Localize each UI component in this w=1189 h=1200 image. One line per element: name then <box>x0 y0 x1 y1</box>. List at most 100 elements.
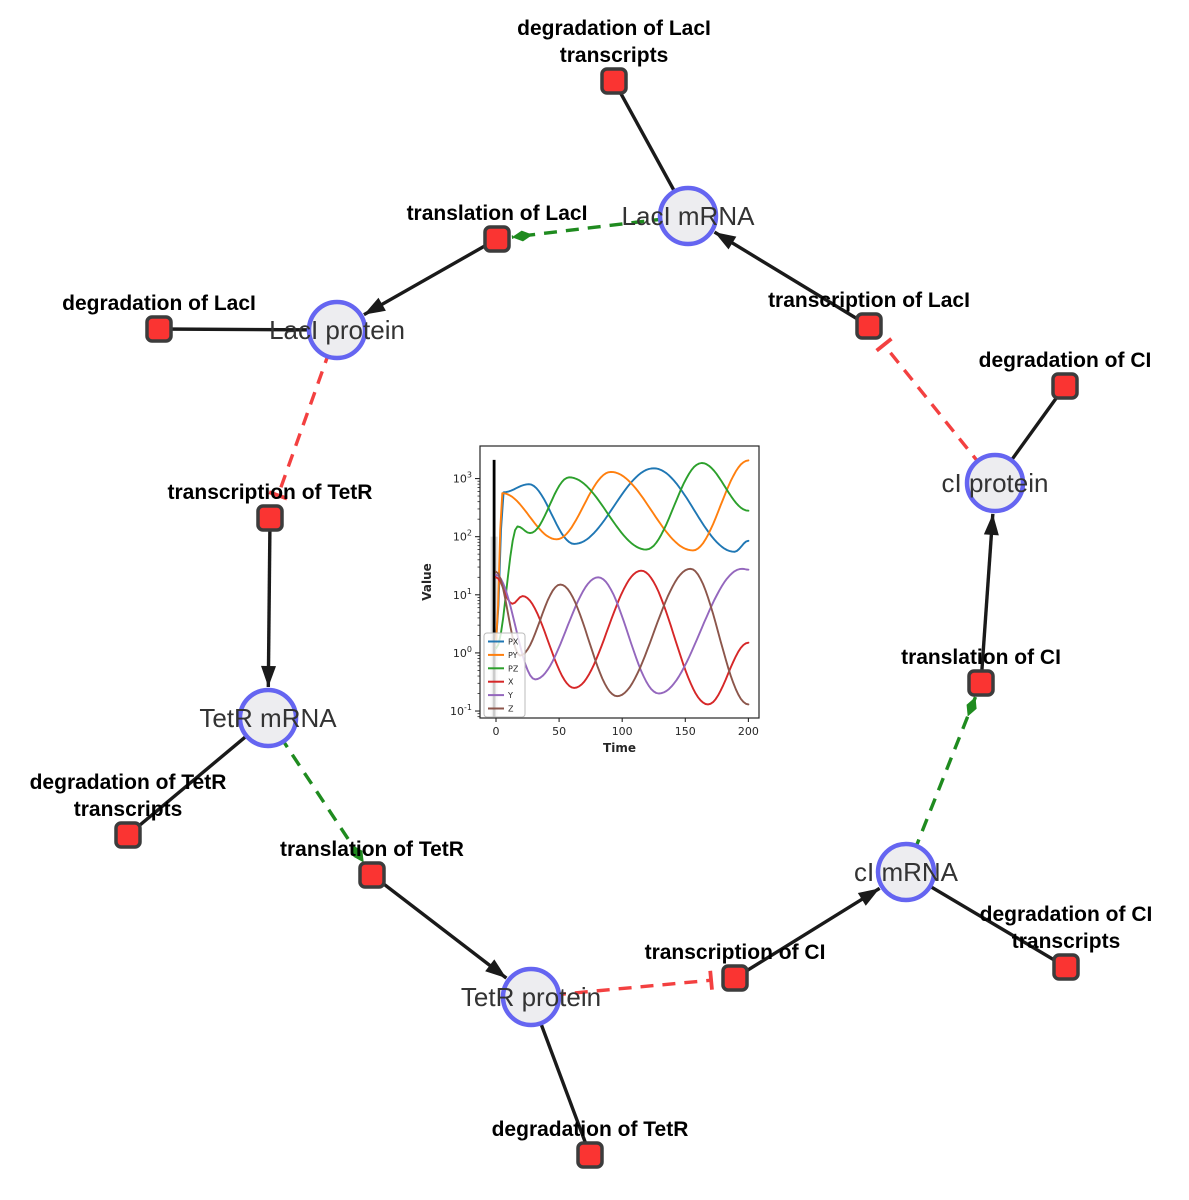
node-layer <box>114 67 1080 1169</box>
species-circle-tetr_mrna[interactable] <box>237 687 299 749</box>
species-node-tetr_mrna[interactable] <box>237 687 299 749</box>
reaction-label-tc_laci-line0: transcription of LacI <box>768 289 970 312</box>
y-tick-label: 101 <box>453 587 472 602</box>
reaction-square-deg_laci_tx[interactable] <box>600 67 628 95</box>
reaction-node-tl_tetr[interactable] <box>358 861 386 889</box>
species-circle-tetr_protein[interactable] <box>500 966 562 1028</box>
reaction-label-tl_laci-line0: translation of LacI <box>407 202 588 225</box>
reaction-label-deg_ci-line0: degradation of CI <box>979 349 1152 372</box>
reaction-node-deg_ci_tx[interactable] <box>1052 953 1080 981</box>
reaction-node-deg_tetr_tx[interactable] <box>114 821 142 849</box>
reaction-label-deg_laci-line0: degradation of LacI <box>62 292 256 315</box>
reaction-square-deg_ci_tx[interactable] <box>1052 953 1080 981</box>
species-node-laci_protein[interactable] <box>306 299 368 361</box>
reaction-label-deg_ci_tx-line0: degradation of CI <box>980 903 1153 926</box>
species-circle-laci_mrna[interactable] <box>657 185 719 247</box>
reaction-square-deg_tetr_tx[interactable] <box>114 821 142 849</box>
reaction-node-tl_ci[interactable] <box>967 669 995 697</box>
reaction-label-deg_laci_tx-line0: degradation of LacI <box>517 17 711 40</box>
x-tick-label: 200 <box>738 725 759 738</box>
x-axis-title: Time <box>603 741 636 755</box>
reaction-square-tc_tetr[interactable] <box>256 504 284 532</box>
edge-tl_ci-ci_protein <box>979 513 999 684</box>
y-tick-label: 100 <box>453 645 472 660</box>
legend-label-PY: PY <box>508 651 518 660</box>
y-axis: 103 102 101 100 10-1 Value <box>420 471 480 718</box>
edge-tl_laci-laci_protein <box>363 237 498 317</box>
reaction-label-deg_laci_tx-line1: transcripts <box>560 44 669 67</box>
y-tick-label: 10-1 <box>450 703 472 718</box>
series-curve-Z <box>495 567 750 706</box>
chart-legend: PX PY PZ XYZ <box>483 632 526 718</box>
edge-tetr_mrna-deg_tetr_tx <box>126 716 270 837</box>
reaction-node-tl_laci[interactable] <box>483 225 511 253</box>
edge-tc_laci-laci_mrna <box>713 230 870 328</box>
reaction-label-tl_ci-line0: translation of CI <box>901 646 1061 669</box>
edge-ci_mrna-tl_ci <box>904 696 978 873</box>
plot-frame <box>479 445 760 719</box>
species-node-ci_protein[interactable] <box>964 452 1026 514</box>
reaction-label-deg_ci_tx-line1: transcripts <box>1012 930 1121 953</box>
reaction-node-tc_ci[interactable] <box>721 964 749 992</box>
reaction-label-tc_ci-line0: transcription of CI <box>645 941 826 964</box>
legend-label-PX: PX <box>508 638 519 647</box>
reaction-square-tl_tetr[interactable] <box>358 861 386 889</box>
y-tick-label: 103 <box>453 471 472 486</box>
reaction-square-deg_laci[interactable] <box>145 315 173 343</box>
reaction-square-tc_laci[interactable] <box>855 312 883 340</box>
species-circle-ci_mrna[interactable] <box>875 841 937 903</box>
reaction-node-deg_tetr[interactable] <box>576 1141 604 1169</box>
species-circle-laci_protein[interactable] <box>306 299 368 361</box>
x-tick-label: 150 <box>675 725 696 738</box>
species-circle-ci_protein[interactable] <box>964 452 1026 514</box>
x-tick-label: 100 <box>612 725 633 738</box>
species-label-tetr_mrna: TetR mRNA <box>199 703 337 733</box>
y-tick-label: 102 <box>453 529 472 544</box>
reaction-square-tl_laci[interactable] <box>483 225 511 253</box>
series-curve-PX <box>495 467 750 644</box>
reaction-square-tc_ci[interactable] <box>721 964 749 992</box>
edge-tc_ci-ci_mrna <box>734 886 881 980</box>
reaction-square-deg_ci[interactable] <box>1051 372 1079 400</box>
reaction-square-tl_ci[interactable] <box>967 669 995 697</box>
species-node-ci_mrna[interactable] <box>875 841 937 903</box>
reaction-square-deg_tetr[interactable] <box>576 1141 604 1169</box>
plot-background <box>480 446 759 718</box>
series-curve-Y <box>495 567 750 695</box>
series-curve-X <box>495 569 750 706</box>
edge-tc_tetr-tetr_mrna <box>261 517 277 688</box>
species-label-ci_mrna: cI mRNA <box>854 857 959 887</box>
reaction-label-deg_tetr_tx-line0: degradation of TetR <box>30 771 227 794</box>
x-tick-label: 50 <box>552 725 566 738</box>
species-node-tetr_protein[interactable] <box>500 966 562 1028</box>
species-label-tetr_protein: TetR protein <box>461 982 601 1012</box>
species-label-ci_protein: cI protein <box>942 468 1049 498</box>
series-curve-PZ <box>495 462 750 650</box>
legend-label-PZ: PZ <box>508 664 519 673</box>
label-layer: LacI mRNA LacI protein cI protein TetR mRNA… <box>30 17 1153 1141</box>
legend-box <box>483 632 526 718</box>
reaction-label-deg_tetr_tx-line1: transcripts <box>74 798 183 821</box>
reaction-node-deg_ci[interactable] <box>1051 372 1079 400</box>
reaction-label-tc_tetr-line0: transcription of TetR <box>168 481 373 504</box>
reaction-node-deg_laci[interactable] <box>145 315 173 343</box>
reaction-label-tl_tetr-line0: translation of TetR <box>280 838 464 861</box>
inset-chart: 0 50 100 150 200Time10310210110010-1ValuePXP… <box>420 445 760 755</box>
series-curve-PY <box>495 459 750 644</box>
edge-tl_tetr-tetr_protein <box>370 873 508 980</box>
legend-label-Z: Z <box>508 705 514 714</box>
y-axis-title: Value <box>420 563 434 601</box>
legend-label-Y: Y <box>507 691 513 700</box>
species-label-laci_protein: LacI protein <box>269 315 405 345</box>
reaction-node-tc_tetr[interactable] <box>256 504 284 532</box>
x-tick-label: 0 <box>493 725 500 738</box>
reaction-node-tc_laci[interactable] <box>855 312 883 340</box>
edge-ci_mrna-deg_ci_tx <box>905 870 1067 969</box>
reaction-label-deg_tetr-line0: degradation of TetR <box>492 1118 689 1141</box>
species-label-laci_mrna: LacI mRNA <box>622 201 756 231</box>
reaction-node-deg_laci_tx[interactable] <box>600 67 628 95</box>
legend-label-X: X <box>508 678 514 687</box>
species-node-laci_mrna[interactable] <box>657 185 719 247</box>
